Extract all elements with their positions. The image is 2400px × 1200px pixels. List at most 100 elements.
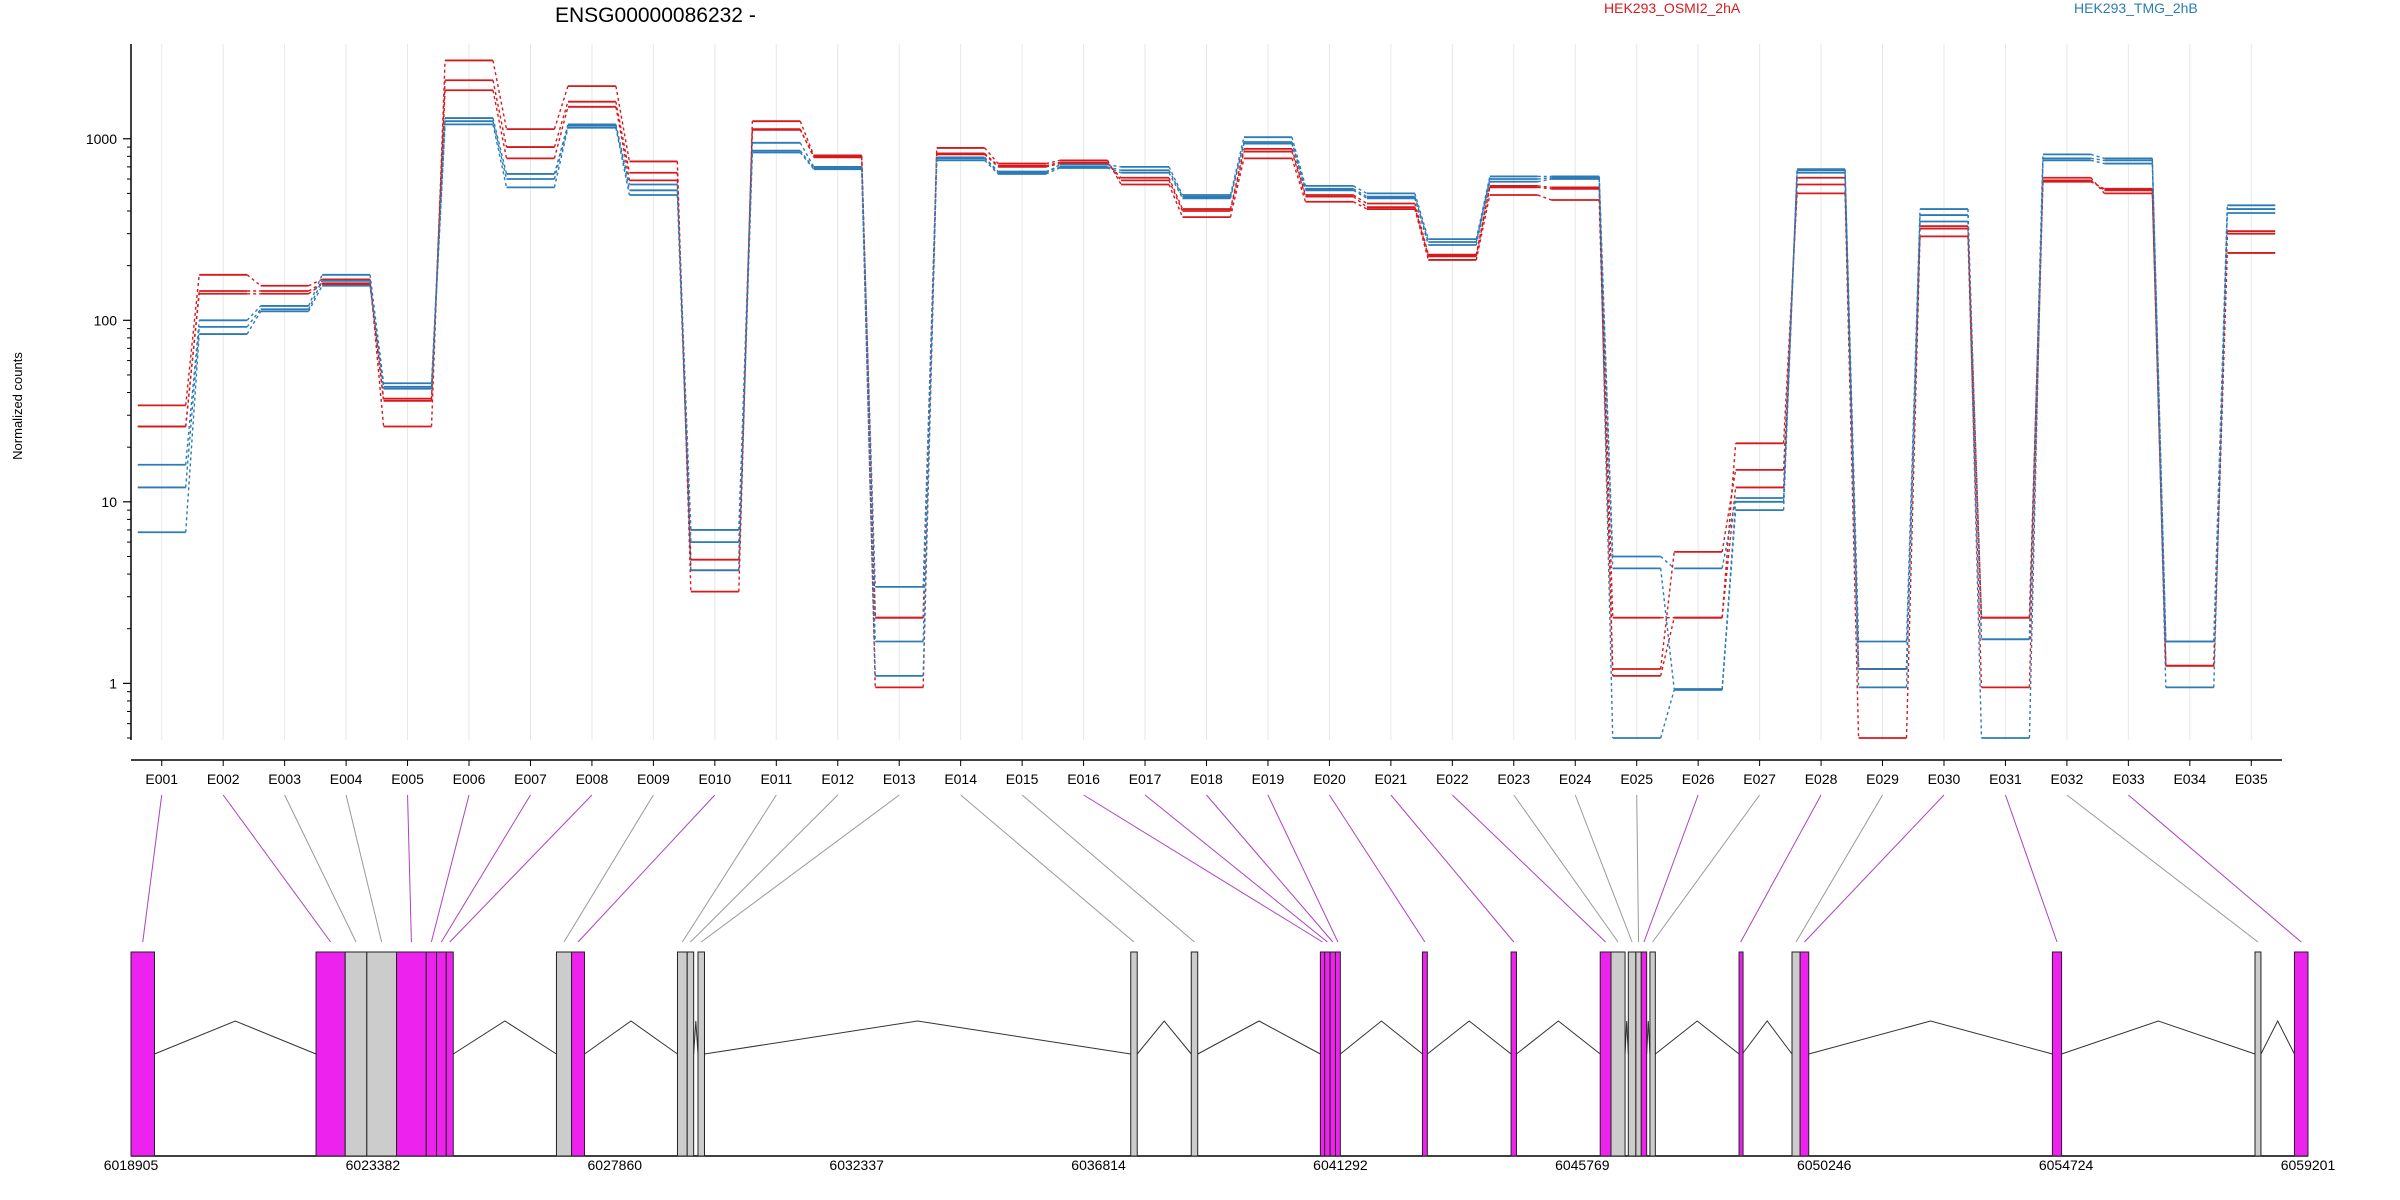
series-connector bbox=[676, 190, 692, 543]
exon-box bbox=[425, 951, 438, 1157]
series-connector bbox=[1107, 167, 1122, 174]
series-connector bbox=[2028, 160, 2044, 739]
series-connector bbox=[2028, 177, 2044, 688]
exon-connector bbox=[1206, 794, 1334, 943]
series-connector bbox=[1229, 148, 1245, 210]
series-connector bbox=[1905, 236, 1921, 739]
series-connector bbox=[1659, 689, 1675, 739]
series-connector bbox=[1291, 137, 1307, 187]
series-connector bbox=[1414, 198, 1430, 246]
genomic-tick-label: 6059201 bbox=[2281, 1157, 2336, 1173]
series-connector bbox=[1475, 176, 1491, 240]
series-connector bbox=[1229, 158, 1245, 218]
exon-box bbox=[1738, 951, 1744, 1157]
exon-connector bbox=[577, 794, 716, 943]
series-connector bbox=[1967, 221, 1983, 739]
genomic-tick-label: 6041292 bbox=[1313, 1157, 1368, 1173]
x-tick-label: E021 bbox=[1375, 771, 1408, 787]
series-connector bbox=[1045, 167, 1060, 175]
intron-line bbox=[693, 1020, 699, 1055]
exon-box bbox=[1319, 951, 1326, 1157]
series-connector bbox=[1414, 193, 1430, 240]
exon-box bbox=[555, 951, 573, 1157]
x-tick-label: E002 bbox=[207, 771, 240, 787]
x-tick-label: E022 bbox=[1436, 771, 1469, 787]
x-tick-label: E007 bbox=[514, 771, 547, 787]
x-tick-label: E011 bbox=[760, 771, 792, 787]
series-connector bbox=[1537, 178, 1552, 183]
series-connector bbox=[430, 60, 446, 427]
exon-connector bbox=[1652, 794, 1761, 943]
series-connector bbox=[369, 284, 385, 399]
series-connector bbox=[1537, 194, 1552, 201]
series-5 bbox=[137, 123, 2276, 739]
y-tick-label: 10 bbox=[101, 494, 117, 510]
exon-connector bbox=[2066, 794, 2259, 943]
series-connector bbox=[1659, 568, 1675, 690]
series-connector bbox=[738, 152, 754, 571]
intron-line bbox=[1646, 1020, 1651, 1055]
exon-connector bbox=[284, 794, 357, 943]
exon-connector bbox=[142, 794, 163, 943]
series-connector bbox=[1291, 151, 1307, 197]
exon-connector bbox=[1513, 794, 1619, 943]
exon-connector bbox=[1795, 794, 1883, 943]
exon-connector bbox=[449, 794, 593, 943]
exon-box bbox=[1799, 951, 1810, 1157]
genomic-tick-label: 6050246 bbox=[1797, 1157, 1852, 1173]
x-tick-label: E017 bbox=[1129, 771, 1162, 787]
exon-box bbox=[1510, 951, 1517, 1157]
series-connector bbox=[1475, 194, 1491, 261]
series-connector bbox=[984, 157, 999, 174]
exon-box bbox=[697, 951, 705, 1157]
series-connector bbox=[984, 153, 999, 168]
x-tick-label: E031 bbox=[1989, 771, 2022, 787]
exon-connector bbox=[1804, 794, 1945, 943]
exon-connector bbox=[1643, 794, 1699, 943]
exon-box bbox=[1324, 951, 1331, 1157]
series-connector bbox=[492, 124, 508, 188]
exon-connector bbox=[407, 794, 412, 943]
x-tick-label: E009 bbox=[637, 771, 670, 787]
exon-connector bbox=[345, 794, 383, 943]
series-connector bbox=[185, 293, 200, 427]
genomic-tick-label: 6032337 bbox=[829, 1157, 884, 1173]
series-connector bbox=[1353, 189, 1368, 199]
intron-line bbox=[2260, 1019, 2295, 1055]
series-connector bbox=[184, 333, 200, 533]
series-connector bbox=[1537, 185, 1552, 189]
series-connector bbox=[1844, 170, 1860, 669]
exon-box bbox=[1130, 951, 1138, 1157]
series-connector bbox=[1537, 186, 1552, 190]
series-connector bbox=[1168, 170, 1184, 197]
x-tick-label: E023 bbox=[1497, 771, 1530, 787]
grid-layer bbox=[161, 44, 2252, 740]
legend-osmi2: HEK293_OSMI2_2hA bbox=[1604, 0, 1741, 16]
series-connector bbox=[307, 280, 323, 310]
series-connector bbox=[615, 85, 631, 162]
exon-box bbox=[1599, 951, 1612, 1157]
series-connector bbox=[1844, 193, 1860, 739]
series-connector bbox=[1967, 215, 1983, 640]
intron-line bbox=[1741, 1020, 1793, 1055]
exon-connector bbox=[1636, 794, 1640, 943]
series-connector bbox=[1353, 188, 1368, 198]
intron-line bbox=[452, 1020, 557, 1055]
exon-connector bbox=[1144, 794, 1328, 943]
x-tick-label: E030 bbox=[1928, 771, 1961, 787]
series-connector bbox=[615, 125, 631, 191]
series-connector bbox=[492, 121, 508, 180]
x-tick-label: E024 bbox=[1559, 771, 1592, 787]
series-connector bbox=[246, 305, 262, 321]
series-connector bbox=[615, 124, 631, 185]
series-connector bbox=[1353, 194, 1368, 205]
exon-box bbox=[315, 951, 346, 1157]
exon-box bbox=[396, 951, 427, 1157]
x-tick-label: E032 bbox=[2051, 771, 2084, 787]
series-connector bbox=[246, 311, 262, 335]
series-connector bbox=[492, 60, 508, 130]
exon-connector bbox=[1267, 794, 1339, 943]
series-connector bbox=[1353, 201, 1368, 210]
x-tick-label: E026 bbox=[1682, 771, 1715, 787]
